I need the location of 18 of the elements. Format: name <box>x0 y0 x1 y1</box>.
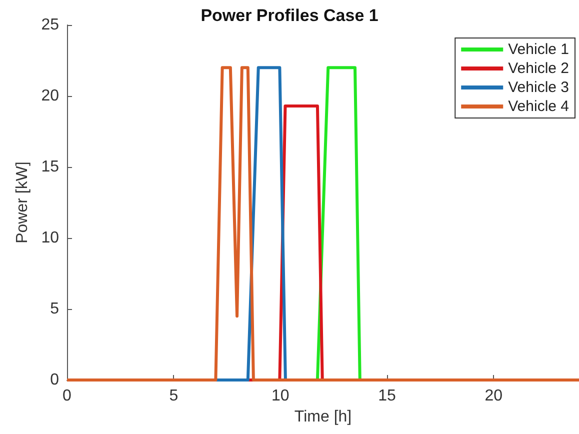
x-tick-label: 5 <box>169 388 178 404</box>
y-tick-label: 15 <box>41 158 60 176</box>
y-tick-label: 10 <box>41 230 60 246</box>
x-tick-label: 0 <box>62 388 72 404</box>
y-axis-title: Power [kW] <box>14 162 31 244</box>
x-axis-title: Time [h] <box>294 408 352 426</box>
legend-label: Vehicle 1 <box>508 41 570 58</box>
legend-label: Vehicle 4 <box>508 98 570 115</box>
y-tick-label: 20 <box>41 88 60 104</box>
chart-title: Power Profiles Case 1 <box>200 6 378 25</box>
x-tick-label: 20 <box>484 388 503 404</box>
x-tick-label: 10 <box>271 388 290 404</box>
y-tick-label: 0 <box>50 372 60 388</box>
y-tick-label: 5 <box>50 300 60 318</box>
legend-label: Vehicle 3 <box>508 79 570 96</box>
y-tick-label: 25 <box>41 16 60 34</box>
legend-label: Vehicle 2 <box>508 60 570 77</box>
x-tick-label: 15 <box>378 388 396 404</box>
